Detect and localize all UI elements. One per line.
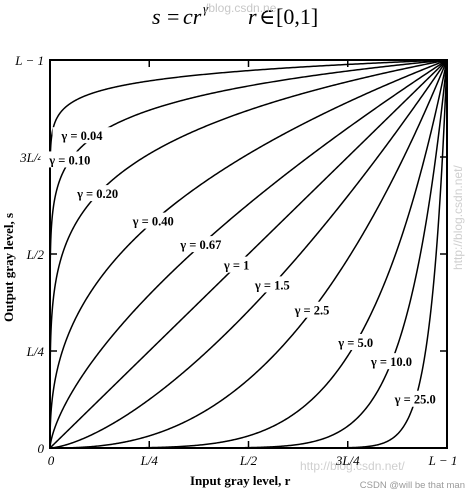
curve-label-gamma-1-5: γ = 1.5 bbox=[254, 278, 290, 292]
credit-watermark: CSDN @will be that man bbox=[360, 480, 465, 491]
watermark-top: /blog.csdn.ne bbox=[205, 1, 277, 15]
curve-gamma-0-04 bbox=[49, 59, 448, 448]
y-tick-label-0: 0 bbox=[38, 441, 45, 456]
curve-gamma-1 bbox=[49, 59, 448, 449]
y-tick-label-l-4: L/4 bbox=[26, 344, 45, 359]
eq-domain-set: [0,1] bbox=[276, 4, 318, 29]
x-tick-label-l-4: L/4 bbox=[140, 453, 159, 468]
curve-gamma-0-1 bbox=[49, 59, 448, 448]
curve-label-bg-0-2 bbox=[68, 185, 128, 202]
watermark-right: http://blog.csdn.net/ bbox=[451, 165, 465, 270]
eq-equals: = bbox=[167, 4, 179, 29]
curve-gamma-0-67 bbox=[49, 59, 448, 448]
y-axis-label: Output gray level, s bbox=[1, 213, 16, 322]
x-axis-label: Input gray level, r bbox=[190, 473, 291, 488]
curve-label-bg-1 bbox=[217, 256, 257, 273]
curve-label-bg-5 bbox=[329, 333, 382, 350]
curve-label-bg-0-1 bbox=[40, 151, 100, 168]
curve-label-gamma-2-5: γ = 2.5 bbox=[294, 304, 330, 318]
y-tick-label-3l-4: 3L/4 bbox=[19, 150, 44, 165]
curve-gamma-0-2 bbox=[49, 59, 448, 448]
curve-label-gamma-10: γ = 10.0 bbox=[370, 355, 412, 369]
gamma-curve-labels: γ = 0.04 γ = 0.10 γ = 0.20 γ = 0.40 γ = 0.67… bbox=[40, 127, 445, 407]
curve-gamma-2-5 bbox=[50, 59, 448, 449]
curve-label-bg-25 bbox=[385, 390, 445, 407]
curve-label-gamma-0-4: γ = 0.40 bbox=[132, 215, 174, 229]
curve-label-gamma-1: γ = 1 bbox=[223, 259, 249, 273]
y-tick-label-l-2: L/2 bbox=[26, 247, 45, 262]
eq-lhs: s bbox=[152, 4, 161, 29]
x-tick-label-0: 0 bbox=[48, 453, 55, 468]
curve-label-bg-0-04 bbox=[52, 127, 112, 144]
watermark-bottom: http://blog.csdn.net/ bbox=[300, 459, 405, 473]
eq-domain-sym: ∈ bbox=[259, 4, 275, 29]
x-tick-label-l-1: L − 1 bbox=[428, 453, 458, 468]
equation-title: s = cr γ r ∈ [0,1] bbox=[152, 1, 318, 29]
eq-exponent: γ bbox=[203, 1, 209, 16]
eq-rhs: cr bbox=[183, 4, 202, 29]
curve-label-gamma-0-1: γ = 0.10 bbox=[48, 153, 90, 167]
curve-label-gamma-0-2: γ = 0.20 bbox=[76, 187, 118, 201]
x-tick-label-3l-4: 3L/4 bbox=[335, 453, 360, 468]
curve-gamma-25 bbox=[50, 59, 448, 449]
y-tick-label-l-1: L − 1 bbox=[14, 53, 44, 68]
curve-label-bg-0-67 bbox=[171, 236, 231, 253]
gamma-curves bbox=[49, 59, 448, 449]
curve-label-gamma-25: γ = 25.0 bbox=[394, 393, 436, 407]
curve-label-bg-2-5 bbox=[285, 301, 339, 318]
curve-label-gamma-5: γ = 5.0 bbox=[337, 336, 373, 350]
curve-label-gamma-0-04: γ = 0.04 bbox=[60, 129, 103, 143]
eq-domain-var: r bbox=[248, 4, 257, 29]
curve-label-bg-1-5 bbox=[246, 276, 299, 293]
curve-gamma-1-5 bbox=[49, 59, 448, 449]
curve-label-bg-10 bbox=[362, 353, 421, 370]
curve-label-gamma-0-67: γ = 0.67 bbox=[179, 238, 221, 252]
curve-label-bg-0-4 bbox=[123, 212, 183, 229]
x-tick-label-l-2: L/2 bbox=[239, 453, 258, 468]
